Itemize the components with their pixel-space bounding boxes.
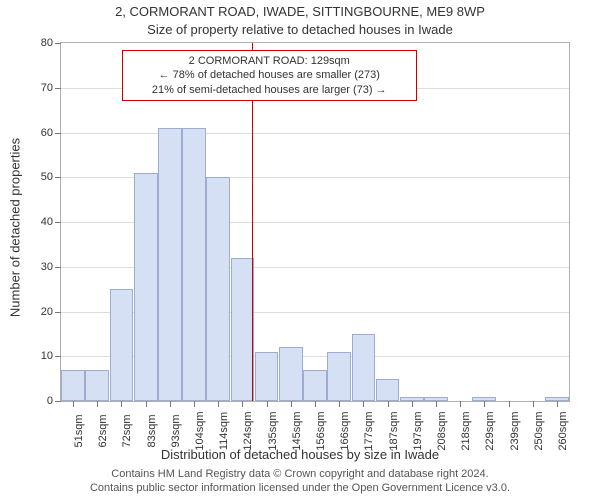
histogram-bar xyxy=(110,289,134,401)
y-tick-label: 10 xyxy=(27,350,53,362)
x-tick xyxy=(363,401,364,407)
y-tick xyxy=(55,312,61,313)
plot-area: 0102030405060708051sqm62sqm72sqm83sqm93s… xyxy=(60,42,570,402)
x-tick-label: 260sqm xyxy=(557,411,569,451)
histogram-bar xyxy=(352,334,376,401)
x-tick-label: 239sqm xyxy=(509,411,521,451)
annotation-box: 2 CORMORANT ROAD: 129sqm← 78% of detache… xyxy=(122,50,417,101)
histogram-bar xyxy=(303,370,327,401)
x-tick xyxy=(533,401,534,407)
x-tick-label: 156sqm xyxy=(315,411,327,451)
y-axis-label: Number of detached properties xyxy=(8,43,23,413)
y-tick xyxy=(55,401,61,402)
x-tick-label: 83sqm xyxy=(146,411,158,451)
y-tick xyxy=(55,43,61,44)
x-tick-label: 93sqm xyxy=(170,411,182,451)
histogram-bar xyxy=(376,379,400,401)
x-tick-label: 51sqm xyxy=(73,411,85,451)
histogram-bar xyxy=(182,128,206,401)
x-tick xyxy=(218,401,219,407)
x-tick-label: 62sqm xyxy=(97,411,109,451)
y-tick xyxy=(55,222,61,223)
credit-line1: Contains HM Land Registry data © Crown c… xyxy=(111,468,488,480)
histogram-bar xyxy=(231,258,255,401)
histogram-bar xyxy=(327,352,351,401)
x-tick-label: 177sqm xyxy=(363,411,375,451)
x-tick-label: 229sqm xyxy=(484,411,496,451)
y-tick-label: 30 xyxy=(27,261,53,273)
y-tick-label: 60 xyxy=(27,127,53,139)
y-tick xyxy=(55,133,61,134)
histogram-bar xyxy=(158,128,182,401)
x-tick xyxy=(73,401,74,407)
x-tick xyxy=(194,401,195,407)
x-tick xyxy=(170,401,171,407)
y-tick-label: 0 xyxy=(27,395,53,407)
x-tick xyxy=(267,401,268,407)
y-tick xyxy=(55,267,61,268)
x-tick xyxy=(242,401,243,407)
x-tick xyxy=(412,401,413,407)
histogram-bar xyxy=(206,177,230,401)
y-tick xyxy=(55,88,61,89)
x-tick xyxy=(339,401,340,407)
y-tick xyxy=(55,177,61,178)
annotation-line: ← 78% of detached houses are smaller (27… xyxy=(129,68,410,82)
credit-line2: Contains public sector information licen… xyxy=(90,482,510,494)
y-tick xyxy=(55,356,61,357)
x-tick xyxy=(121,401,122,407)
x-tick-label: 187sqm xyxy=(388,411,400,451)
histogram-bar xyxy=(279,347,303,401)
x-tick xyxy=(146,401,147,407)
x-tick-label: 104sqm xyxy=(194,411,206,451)
x-tick xyxy=(460,401,461,407)
x-tick xyxy=(436,401,437,407)
x-tick-label: 208sqm xyxy=(436,411,448,451)
chart-title-line2: Size of property relative to detached ho… xyxy=(0,22,600,37)
x-tick-label: 218sqm xyxy=(460,411,472,451)
histogram-bar xyxy=(61,370,85,401)
x-tick xyxy=(315,401,316,407)
x-tick-label: 145sqm xyxy=(291,411,303,451)
y-tick-label: 40 xyxy=(27,216,53,228)
annotation-line: 21% of semi-detached houses are larger (… xyxy=(129,83,410,97)
y-tick-label: 70 xyxy=(27,82,53,94)
x-tick xyxy=(97,401,98,407)
x-tick xyxy=(484,401,485,407)
x-tick xyxy=(388,401,389,407)
credit-text: Contains HM Land Registry data © Crown c… xyxy=(0,468,600,496)
histogram-bar xyxy=(134,173,158,401)
x-tick xyxy=(557,401,558,407)
x-tick-label: 166sqm xyxy=(339,411,351,451)
histogram-bar xyxy=(255,352,279,401)
x-tick-label: 72sqm xyxy=(121,411,133,451)
gridline xyxy=(61,133,569,134)
annotation-line: 2 CORMORANT ROAD: 129sqm xyxy=(129,54,410,68)
chart-title-line1: 2, CORMORANT ROAD, IWADE, SITTINGBOURNE,… xyxy=(0,4,600,19)
x-tick-label: 250sqm xyxy=(533,411,545,451)
x-tick xyxy=(291,401,292,407)
histogram-bar xyxy=(85,370,109,401)
x-axis-label: Distribution of detached houses by size … xyxy=(0,447,600,462)
y-tick-label: 50 xyxy=(27,171,53,183)
y-tick-label: 20 xyxy=(27,306,53,318)
y-tick-label: 80 xyxy=(27,37,53,49)
x-tick-label: 114sqm xyxy=(218,411,230,451)
x-tick xyxy=(509,401,510,407)
x-tick-label: 135sqm xyxy=(267,411,279,451)
x-tick-label: 197sqm xyxy=(412,411,424,451)
x-tick-label: 124sqm xyxy=(242,411,254,451)
